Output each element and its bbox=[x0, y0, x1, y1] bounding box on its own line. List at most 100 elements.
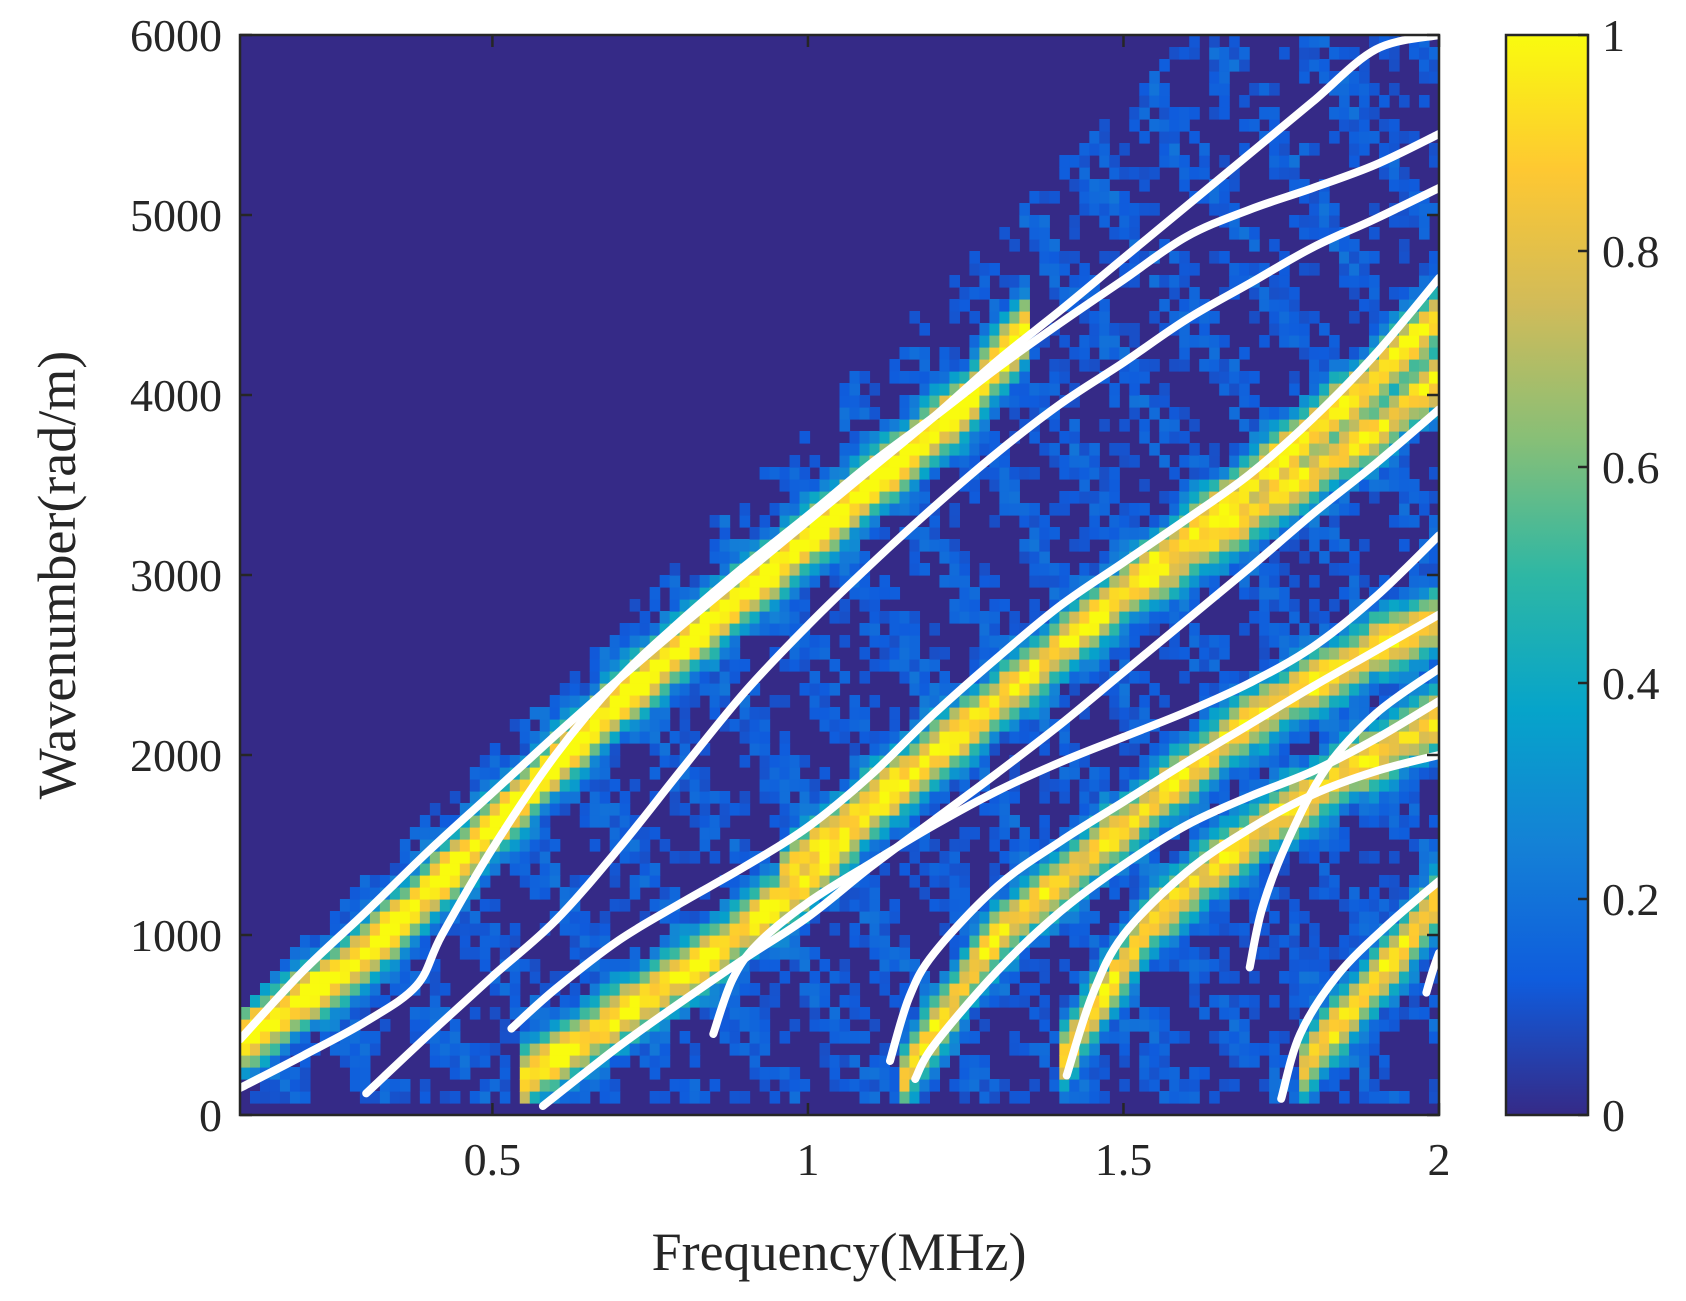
heatmap-cell bbox=[1379, 707, 1390, 720]
heatmap-cell bbox=[1239, 1055, 1250, 1068]
heatmap-cell bbox=[1419, 635, 1430, 648]
heatmap-cell bbox=[1359, 107, 1370, 120]
heatmap-cell bbox=[1149, 803, 1160, 816]
heatmap-cell bbox=[1009, 335, 1020, 348]
heatmap-cell bbox=[939, 551, 951, 564]
heatmap-cell bbox=[559, 1019, 571, 1032]
heatmap-cell bbox=[1079, 1055, 1090, 1068]
heatmap-cell bbox=[699, 683, 711, 696]
heatmap-cell bbox=[1189, 455, 1200, 468]
heatmap-cell bbox=[1139, 671, 1150, 684]
heatmap-cell bbox=[1239, 575, 1250, 588]
heatmap-cell bbox=[839, 575, 851, 588]
heatmap-cell bbox=[1309, 983, 1320, 996]
heatmap-cell bbox=[1259, 515, 1270, 528]
heatmap-cell bbox=[859, 839, 871, 852]
heatmap-cell bbox=[1409, 923, 1420, 936]
heatmap-cell bbox=[1279, 431, 1290, 444]
heatmap-cell bbox=[1389, 659, 1400, 672]
heatmap-cell bbox=[679, 767, 691, 780]
heatmap-cell bbox=[929, 383, 941, 396]
heatmap-cell bbox=[1329, 239, 1340, 252]
heatmap-cell bbox=[1369, 335, 1380, 348]
heatmap-cell bbox=[1009, 707, 1020, 720]
heatmap-cell bbox=[649, 707, 661, 720]
heatmap-cell bbox=[1209, 863, 1220, 876]
heatmap-cell bbox=[489, 983, 501, 996]
heatmap-cell bbox=[1319, 527, 1330, 540]
heatmap-cell bbox=[699, 815, 711, 828]
heatmap-cell bbox=[1089, 131, 1100, 144]
heatmap-cell bbox=[1429, 671, 1439, 684]
heatmap-cell bbox=[1019, 707, 1030, 720]
heatmap-cell bbox=[399, 947, 411, 960]
heatmap-cell bbox=[1219, 947, 1230, 960]
heatmap-cell bbox=[1429, 899, 1439, 912]
heatmap-cell bbox=[859, 1067, 871, 1080]
heatmap-cell bbox=[829, 971, 841, 984]
heatmap-cell bbox=[1229, 1007, 1240, 1020]
heatmap-cell bbox=[979, 575, 990, 588]
heatmap-cell bbox=[1419, 863, 1430, 876]
heatmap-cell bbox=[289, 1007, 301, 1020]
heatmap-cell bbox=[549, 803, 561, 816]
heatmap-cell bbox=[1059, 167, 1070, 180]
heatmap-cell bbox=[1349, 623, 1360, 636]
heatmap-cell bbox=[1129, 323, 1140, 336]
heatmap-cell bbox=[1309, 419, 1320, 432]
heatmap-cell bbox=[1329, 947, 1340, 960]
heatmap-cell bbox=[1409, 971, 1420, 984]
heatmap-cell bbox=[1159, 539, 1170, 552]
heatmap-cell bbox=[1349, 467, 1360, 480]
heatmap-cell bbox=[1219, 971, 1230, 984]
heatmap-cell bbox=[1239, 839, 1250, 852]
heatmap-cell bbox=[499, 1055, 511, 1068]
heatmap-cell bbox=[1389, 803, 1400, 816]
heatmap-cell bbox=[739, 899, 751, 912]
heatmap-cell bbox=[1229, 371, 1240, 384]
heatmap-cell bbox=[949, 839, 960, 852]
heatmap-cell bbox=[1359, 1031, 1370, 1044]
heatmap-cell bbox=[1139, 851, 1150, 864]
heatmap-cell bbox=[1389, 995, 1400, 1008]
heatmap-cell bbox=[1079, 467, 1090, 480]
heatmap-cell bbox=[979, 923, 990, 936]
heatmap-cell bbox=[419, 947, 431, 960]
heatmap-cell bbox=[1089, 995, 1100, 1008]
heatmap-cell bbox=[599, 935, 611, 948]
heatmap-cell bbox=[1029, 515, 1040, 528]
heatmap-cell bbox=[269, 1043, 281, 1056]
heatmap-cell bbox=[1169, 923, 1180, 936]
heatmap-cell bbox=[1029, 347, 1040, 360]
curve-mode-8 bbox=[911, 697, 1439, 1083]
heatmap-cell bbox=[549, 767, 561, 780]
heatmap-cell bbox=[529, 1079, 541, 1092]
heatmap-cell bbox=[1019, 419, 1030, 432]
heatmap-cell bbox=[1299, 71, 1310, 84]
heatmap-cell bbox=[869, 635, 881, 648]
heatmap-cell bbox=[1179, 851, 1190, 864]
heatmap-cell bbox=[529, 791, 541, 804]
heatmap-cell bbox=[1109, 527, 1120, 540]
heatmap-cell bbox=[1039, 875, 1050, 888]
heatmap-cell bbox=[619, 815, 631, 828]
heatmap-cell bbox=[879, 431, 891, 444]
heatmap-cell bbox=[1399, 647, 1410, 660]
heatmap-cell bbox=[1029, 839, 1040, 852]
heatmap-cell bbox=[909, 479, 921, 492]
heatmap-cell bbox=[799, 563, 811, 576]
heatmap-cell bbox=[1389, 851, 1400, 864]
heatmap-cell bbox=[259, 995, 271, 1008]
heatmap-cell bbox=[1039, 695, 1050, 708]
heatmap-cell bbox=[449, 887, 461, 900]
heatmap-cell bbox=[829, 575, 841, 588]
heatmap-cell bbox=[1059, 827, 1070, 840]
heatmap-cell bbox=[1109, 1031, 1120, 1044]
heatmap-cell bbox=[1429, 47, 1439, 60]
heatmap-cell bbox=[979, 935, 990, 948]
heatmap-cell bbox=[1249, 371, 1260, 384]
heatmap-cell bbox=[1039, 743, 1050, 756]
heatmap-cell bbox=[1219, 851, 1230, 864]
heatmap-cell bbox=[1179, 551, 1190, 564]
heatmap-cell bbox=[759, 887, 771, 900]
